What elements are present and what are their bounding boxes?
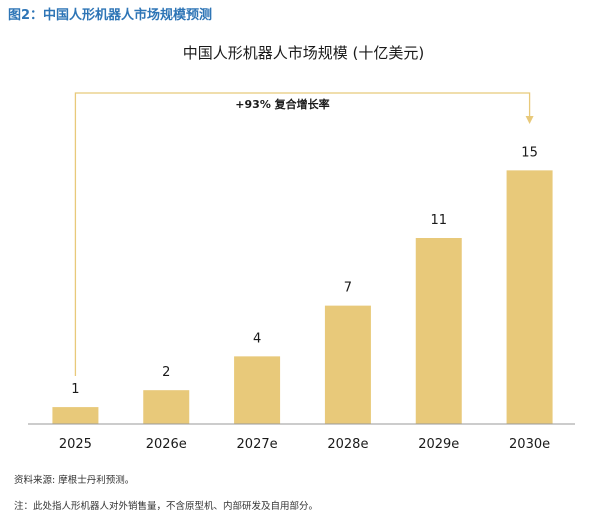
value-label-2028e: 7 [344, 281, 352, 296]
bar-2026e [143, 390, 190, 424]
x-tick-2028e: 2028e [327, 437, 368, 452]
value-label-2026e: 2 [162, 365, 170, 380]
cagr-label: +93% 复合增长率 [235, 97, 329, 111]
value-label-2029e: 11 [430, 213, 447, 228]
bar-2027e [234, 356, 281, 424]
cagr-bracket-line [74, 92, 531, 376]
bar-2028e [324, 305, 371, 424]
footnote: 注：此处指人形机器人对外销售量，不含原型机、内部研发及自用部分。 [14, 501, 319, 512]
value-labels-group: 1 2 4 7 11 15 [71, 145, 538, 397]
bars-group [52, 170, 553, 424]
cagr-annotation: +93% 复合增长率 [74, 92, 534, 376]
x-tick-2026e: 2026e [146, 437, 187, 452]
source-note: 资料来源: 摩根士丹利预测。 [14, 475, 135, 486]
value-label-2030e: 15 [521, 145, 538, 160]
bar-2030e [506, 170, 553, 424]
bar-2025 [52, 407, 99, 424]
x-tick-labels-group: 2025 2026e 2027e 2028e 2029e 2030e [59, 437, 550, 452]
bar-chart: 1 2 4 7 11 15 2025 2026e 2027e 2028e 2029e 2030e +… [28, 92, 575, 452]
bar-2029e [415, 238, 462, 424]
x-tick-2025: 2025 [59, 437, 92, 452]
x-tick-2030e: 2030e [509, 437, 550, 452]
x-tick-2029e: 2029e [418, 437, 459, 452]
figure-title: 图2：中国人形机器人市场规模预测 [8, 8, 213, 23]
x-tick-2027e: 2027e [237, 437, 278, 452]
value-label-2025: 1 [71, 382, 79, 397]
chart-title: 中国人形机器人市场规模 (十亿美元) [182, 44, 425, 62]
value-label-2027e: 4 [253, 331, 261, 346]
cagr-arrowhead [525, 116, 534, 124]
